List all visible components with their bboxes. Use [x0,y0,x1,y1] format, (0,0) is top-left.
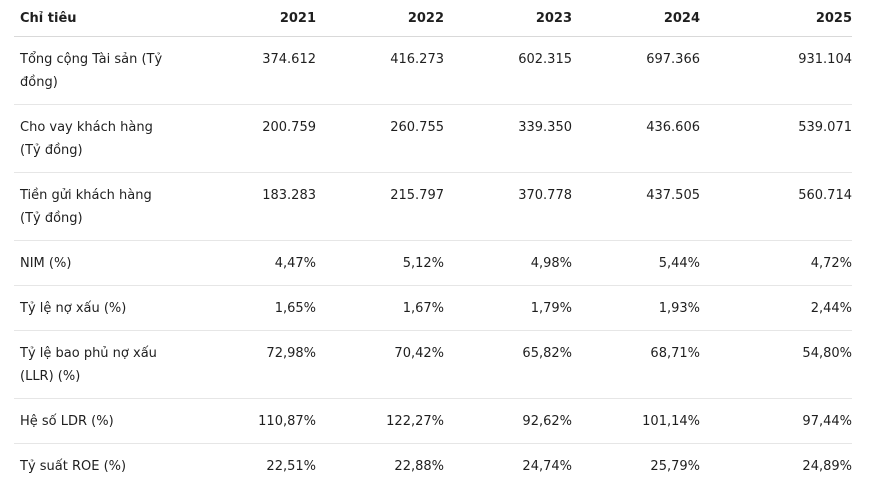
table-cell: 24,89% [802,459,852,474]
table-cell: 697.366 [572,36,700,105]
table-cell: 436.606 [572,104,700,173]
table-cell: 374.612 [206,36,316,105]
table-cell: 1,79% [444,285,572,331]
table-cell: 92,62% [444,398,572,444]
table-cell: 200.759 [206,104,316,173]
row-label-text: Tỷ suất ROE (%) [20,459,127,474]
row-label-text: Tổng cộng Tài sản (Tỷ đồng) [20,52,163,90]
row-label: NIM (%) [14,240,206,286]
row-label: Cho vay khách hàng (Tỷ đồng) [14,104,206,173]
row-label: Tỷ lệ nợ xấu (%) [14,285,206,331]
table-row: Tỷ lệ bao phủ nợ xấu (LLR) (%) 72,98% 70… [14,330,852,399]
table-cell: 4,47% [206,240,316,286]
table-row: Tổng cộng Tài sản (Tỷ đồng) 374.612 416.… [14,36,852,105]
row-label-text: Tỷ lệ bao phủ nợ xấu (LLR) (%) [20,346,157,384]
table-cell: 437.505 [572,172,700,241]
table-cell: 22,88% [394,459,444,474]
column-header-2025: 2025 [700,0,852,37]
column-header-2024: 2024 [572,0,700,37]
table-cell: 72,98% [206,330,316,399]
table-body: Tổng cộng Tài sản (Tỷ đồng) 374.612 416.… [14,36,852,489]
header-row: Chỉ tiêu 2021 2022 2023 2024 2025 [14,0,852,37]
financial-indicators-table: Chỉ tiêu 2021 2022 2023 2024 2025 Tổng c… [14,0,852,489]
row-label-text: Cho vay khách hàng (Tỷ đồng) [20,120,153,158]
table-row: NIM (%) 4,47% 5,12% 4,98% 5,44% 4,72% [14,240,852,286]
row-label: Tỷ suất ROE (%) [14,444,206,489]
table-cell: 1,67% [316,285,444,331]
row-label-text: Tiền gửi khách hàng (Tỷ đồng) [20,188,152,226]
table-cell: 54,80% [700,330,852,399]
row-label: Tổng cộng Tài sản (Tỷ đồng) [14,36,206,105]
row-label-text: Tỷ lệ nợ xấu (%) [20,301,127,316]
table-cell: 260.755 [316,104,444,173]
table-row: Hệ số LDR (%) 110,87% 122,27% 92,62% 101… [14,398,852,444]
table-cell: 101,14% [572,398,700,444]
table-cell: 5,12% [316,240,444,286]
table-cell: 70,42% [316,330,444,399]
row-label-text: NIM (%) [20,256,72,271]
table-cell: 97,44% [700,398,852,444]
table-cell: 65,82% [444,330,572,399]
table-row: Tỷ suất ROE (%) 22,51% 22,88% 24,74% 25,… [14,444,852,489]
table-cell: 370.778 [444,172,572,241]
table-cell: 183.283 [206,172,316,241]
row-label: Tỷ lệ bao phủ nợ xấu (LLR) (%) [14,330,206,399]
table-row: Tỷ lệ nợ xấu (%) 1,65% 1,67% 1,79% 1,93%… [14,285,852,331]
column-header-2021: 2021 [206,0,316,37]
table-cell: 68,71% [572,330,700,399]
table-cell: 931.104 [700,36,852,105]
table-cell: 5,44% [572,240,700,286]
table-cell: 416.273 [316,36,444,105]
table-cell: 4,98% [444,240,572,286]
table-row: Cho vay khách hàng (Tỷ đồng) 200.759 260… [14,104,852,173]
table-cell: 1,65% [206,285,316,331]
table-cell: 4,72% [700,240,852,286]
column-header-indicator: Chỉ tiêu [14,0,206,37]
row-label: Hệ số LDR (%) [14,398,206,444]
column-header-2023: 2023 [444,0,572,37]
table-row: Tiền gửi khách hàng (Tỷ đồng) 183.283 21… [14,172,852,241]
row-label: Tiền gửi khách hàng (Tỷ đồng) [14,172,206,241]
table-cell: 560.714 [700,172,852,241]
table-cell: 1,93% [572,285,700,331]
column-header-2022: 2022 [316,0,444,37]
table-cell: 339.350 [444,104,572,173]
table-cell: 2,44% [700,285,852,331]
row-label-text: Hệ số LDR (%) [20,414,114,429]
table-cell: 22,51% [266,459,316,474]
table-cell: 539.071 [700,104,852,173]
table-cell: 122,27% [316,398,444,444]
table-cell: 25,79% [650,459,700,474]
table-cell: 215.797 [316,172,444,241]
table-header: Chỉ tiêu 2021 2022 2023 2024 2025 [14,0,852,37]
table-cell: 24,74% [522,459,572,474]
table-cell: 110,87% [206,398,316,444]
table-cell: 602.315 [444,36,572,105]
